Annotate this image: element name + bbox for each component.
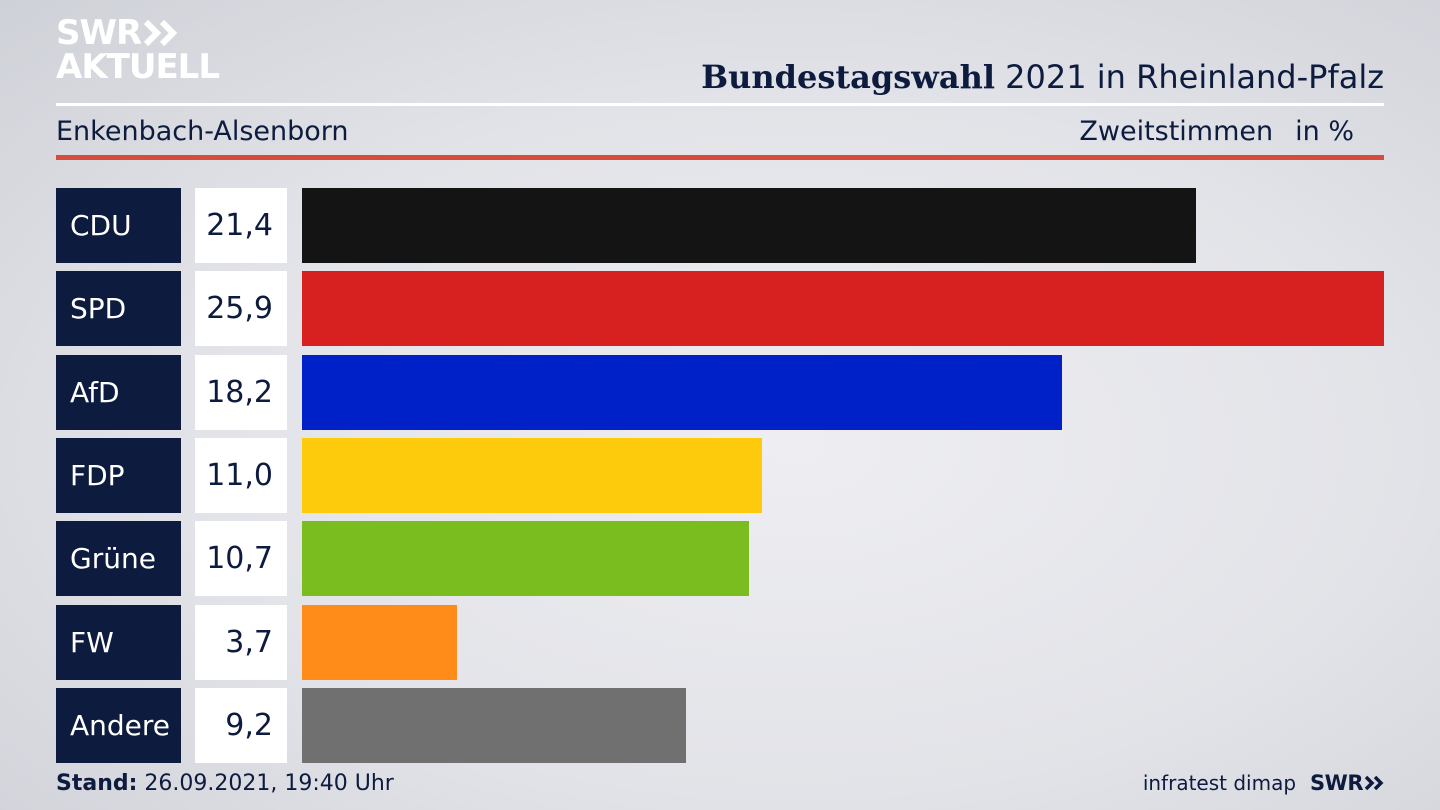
chevron-double-icon — [1364, 775, 1384, 791]
value-label: 18,2 — [195, 355, 287, 430]
value-label: 10,7 — [195, 521, 287, 596]
header-divider — [56, 103, 1384, 106]
title-rest: 2021 in Rheinland-Pfalz — [1005, 58, 1384, 96]
value-label: 3,7 — [195, 605, 287, 680]
bar-row-fdp: FDP 11,0 — [56, 438, 1384, 513]
logo-aktuell-text: AKTUELL — [56, 47, 220, 87]
source-label: infratest dimap — [1142, 771, 1297, 795]
bar-andere — [302, 688, 686, 763]
logo-swr-text: SWR — [56, 13, 142, 53]
metric-name: Zweitstimmen — [1079, 116, 1274, 147]
location-label: Enkenbach-Alsenborn — [56, 116, 349, 147]
bar-grüne — [302, 521, 749, 596]
footer-sources: infratest dimap SWR — [1143, 771, 1384, 795]
stand-label: Stand: — [56, 771, 138, 796]
bar-row-grüne: Grüne 10,7 — [56, 521, 1384, 596]
party-label: Andere — [56, 688, 181, 763]
party-label: CDU — [56, 188, 181, 263]
bar-row-andere: Andere 9,2 — [56, 688, 1384, 763]
party-label: FW — [56, 605, 181, 680]
subheader-divider — [56, 155, 1384, 160]
value-label: 25,9 — [195, 271, 287, 346]
chart-title: Bundestagswahl 2021 in Rheinland-Pfalz — [701, 58, 1384, 96]
party-label: Grüne — [56, 521, 181, 596]
stand-value: 26.09.2021, 19:40 Uhr — [144, 771, 394, 796]
timestamp: Stand: 26.09.2021, 19:40 Uhr — [56, 771, 394, 796]
party-label: AfD — [56, 355, 181, 430]
bar-cdu — [302, 188, 1196, 263]
value-label: 9,2 — [195, 688, 287, 763]
value-label: 11,0 — [195, 438, 287, 513]
bar-row-cdu: CDU 21,4 — [56, 188, 1384, 263]
swr-brand-text: SWR — [1310, 771, 1363, 795]
metric-unit: in % — [1295, 116, 1354, 147]
bar-fw — [302, 605, 457, 680]
metric-label: Zweitstimmen in % — [1079, 116, 1354, 147]
party-label: FDP — [56, 438, 181, 513]
value-label: 21,4 — [195, 188, 287, 263]
bar-row-fw: FW 3,7 — [56, 605, 1384, 680]
bar-afd — [302, 355, 1062, 430]
title-bold: Bundestagswahl — [701, 58, 995, 96]
bar-row-afd: AfD 18,2 — [56, 355, 1384, 430]
swr-aktuell-logo: SWR AKTUELL — [56, 13, 220, 87]
bar-spd — [302, 271, 1384, 346]
swr-brand: SWR — [1310, 771, 1384, 795]
party-label: SPD — [56, 271, 181, 346]
bar-fdp — [302, 438, 762, 513]
chevron-double-icon — [144, 19, 178, 47]
bar-row-spd: SPD 25,9 — [56, 271, 1384, 346]
